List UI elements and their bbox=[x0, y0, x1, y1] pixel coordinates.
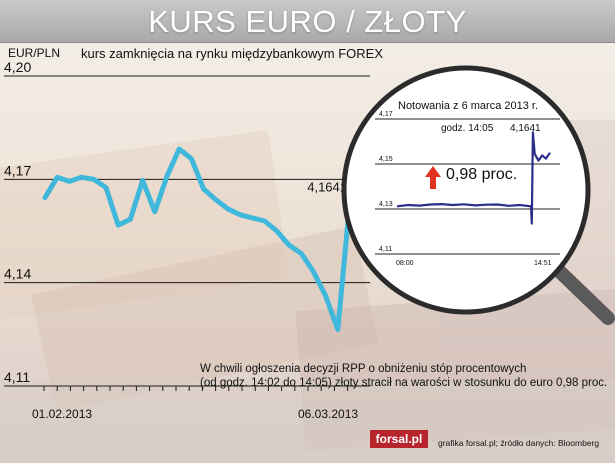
last-value-label: 4,1641 bbox=[307, 180, 347, 195]
inset-series-line bbox=[396, 131, 551, 225]
inset-y-tick-label: 4,17 bbox=[379, 111, 393, 118]
inset-y-tick-label: 4,15 bbox=[379, 156, 393, 163]
x-tick-label: 06.03.2013 bbox=[298, 407, 358, 421]
inset-percent-change: 0,98 proc. bbox=[446, 166, 518, 183]
y-tick-label: 4,14 bbox=[4, 266, 31, 282]
inset-value-annotation: 4,1641 bbox=[510, 123, 541, 134]
note-line-1: W chwili ogłoszenia decyzji RPP o obniże… bbox=[200, 363, 527, 375]
y-tick-label: 4,11 bbox=[4, 369, 30, 385]
magnifier-handle bbox=[549, 261, 615, 325]
title-bar: KURS EURO / ZŁOTY bbox=[0, 0, 615, 43]
inset-time-annotation: godz. 14:05 bbox=[441, 123, 494, 134]
unit-label: EUR/PLN bbox=[8, 46, 61, 60]
up-arrow-icon bbox=[425, 166, 441, 189]
inset-y-tick-label: 4,11 bbox=[379, 246, 392, 253]
forsal-logo: forsal.pl bbox=[370, 430, 428, 448]
magnifier-lens bbox=[341, 65, 591, 315]
source-credit: grafika forsal.pl; źródło danych: Bloomb… bbox=[438, 438, 600, 448]
inset-x-tick-label: 08:00 bbox=[396, 260, 414, 267]
inset-y-tick-label: 4,13 bbox=[379, 201, 393, 208]
y-tick-label: 4,17 bbox=[4, 162, 31, 178]
inset-x-tick-label: 14:51 bbox=[534, 260, 552, 267]
chart-subtitle: kurs zamknięcia na rynku międzybankowym … bbox=[81, 46, 383, 61]
chart-title: KURS EURO / ZŁOTY bbox=[148, 4, 467, 39]
y-tick-label: 4,20 bbox=[4, 59, 31, 75]
note-line-2: (od godz. 14:02 do 14:05) złoty stracił … bbox=[200, 377, 608, 389]
inset-title: Notowania z 6 marca 2013 r. bbox=[398, 100, 539, 112]
x-tick-label: 01.02.2013 bbox=[32, 407, 92, 421]
up-arrow-shape bbox=[425, 166, 441, 189]
series-line bbox=[42, 146, 353, 332]
